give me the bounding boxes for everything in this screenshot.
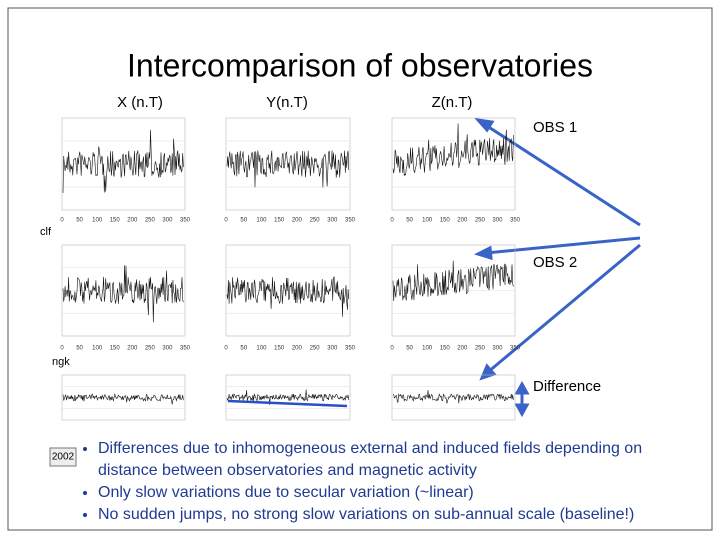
x-tick-label: 0 [60, 346, 64, 352]
x-tick-label: 300 [162, 218, 173, 224]
x-tick-label: 200 [127, 218, 138, 224]
x-tick-label: 250 [475, 218, 486, 224]
x-tick-label: 100 [422, 346, 433, 352]
x-tick-label: 0 [60, 218, 64, 224]
bullet-list: Differences due to inhomogeneous externa… [84, 438, 658, 526]
baseline-line [227, 399, 348, 408]
x-tick-label: 0 [390, 346, 394, 352]
x-tick-label: 350 [510, 218, 521, 224]
x-tick-label: 150 [440, 218, 451, 224]
x-tick-label: 250 [475, 346, 486, 352]
x-tick-label: 200 [292, 218, 303, 224]
trace [62, 393, 184, 405]
arrow [485, 236, 641, 255]
x-tick-label: 200 [292, 346, 303, 352]
title: Intercomparison of observatories [127, 47, 593, 83]
x-tick-label: 200 [127, 346, 138, 352]
x-tick-label: 150 [440, 346, 451, 352]
station-label: clf [40, 226, 52, 238]
row-label: OBS 1 [533, 119, 577, 136]
x-tick-label: 150 [274, 218, 285, 224]
station-label: ngk [52, 356, 70, 368]
x-tick-label: 150 [110, 346, 121, 352]
x-tick-label: 350 [180, 218, 191, 224]
arrowhead [514, 380, 530, 395]
x-tick-label: 300 [162, 346, 173, 352]
x-tick-label: 350 [180, 346, 191, 352]
trace [62, 265, 184, 323]
x-tick-label: 50 [406, 346, 413, 352]
x-tick-label: 200 [457, 346, 468, 352]
x-tick-label: 300 [327, 346, 338, 352]
x-tick-label: 150 [110, 218, 121, 224]
column-label: Y(n.T) [266, 94, 308, 111]
trace [392, 123, 514, 177]
trace [62, 129, 184, 194]
trace [226, 276, 350, 317]
logo: 2002 [52, 452, 75, 463]
x-tick-label: 50 [76, 218, 83, 224]
x-tick-label: 250 [310, 218, 321, 224]
x-tick-label: 50 [240, 218, 247, 224]
trace [226, 389, 350, 405]
trace [392, 260, 514, 302]
bullet: Only slow variations due to secular vari… [98, 482, 658, 504]
bullet: No sudden jumps, no strong slow variatio… [98, 504, 658, 526]
row-label: Difference [533, 378, 601, 395]
trace [392, 390, 514, 404]
x-tick-label: 300 [327, 218, 338, 224]
x-tick-label: 50 [406, 218, 413, 224]
slide-border [7, 7, 713, 531]
arrows [473, 117, 641, 418]
column-label: Z(n.T) [432, 94, 473, 111]
arrowhead [514, 403, 530, 418]
x-tick-label: 350 [345, 218, 356, 224]
bullet: Differences due to inhomogeneous externa… [98, 438, 658, 482]
trace [226, 150, 350, 188]
x-tick-label: 250 [145, 346, 156, 352]
x-tick-label: 300 [492, 346, 503, 352]
x-tick-label: 350 [345, 346, 356, 352]
x-tick-label: 50 [240, 346, 247, 352]
arrow [487, 243, 641, 374]
arrowhead [474, 117, 495, 133]
x-tick-label: 100 [92, 218, 103, 224]
column-label: X (n.T) [117, 94, 163, 111]
x-tick-label: 0 [224, 218, 228, 224]
x-tick-label: 100 [92, 346, 103, 352]
x-tick-label: 100 [422, 218, 433, 224]
row-label: OBS 2 [533, 254, 577, 271]
arrowhead [473, 245, 493, 261]
x-tick-label: 150 [274, 346, 285, 352]
x-tick-label: 200 [457, 218, 468, 224]
logo-box [49, 447, 77, 467]
panels: 0 50 100 150 200 250 300 350 0 50 100 150 200 250 300 3… [60, 117, 521, 421]
x-tick-label: 0 [390, 218, 394, 224]
x-tick-label: 350 [510, 346, 521, 352]
x-tick-label: 50 [76, 346, 83, 352]
x-tick-label: 100 [256, 218, 267, 224]
x-tick-label: 0 [224, 346, 228, 352]
x-tick-label: 250 [145, 218, 156, 224]
x-tick-label: 100 [256, 346, 267, 352]
x-tick-label: 250 [310, 346, 321, 352]
x-tick-label: 300 [492, 218, 503, 224]
